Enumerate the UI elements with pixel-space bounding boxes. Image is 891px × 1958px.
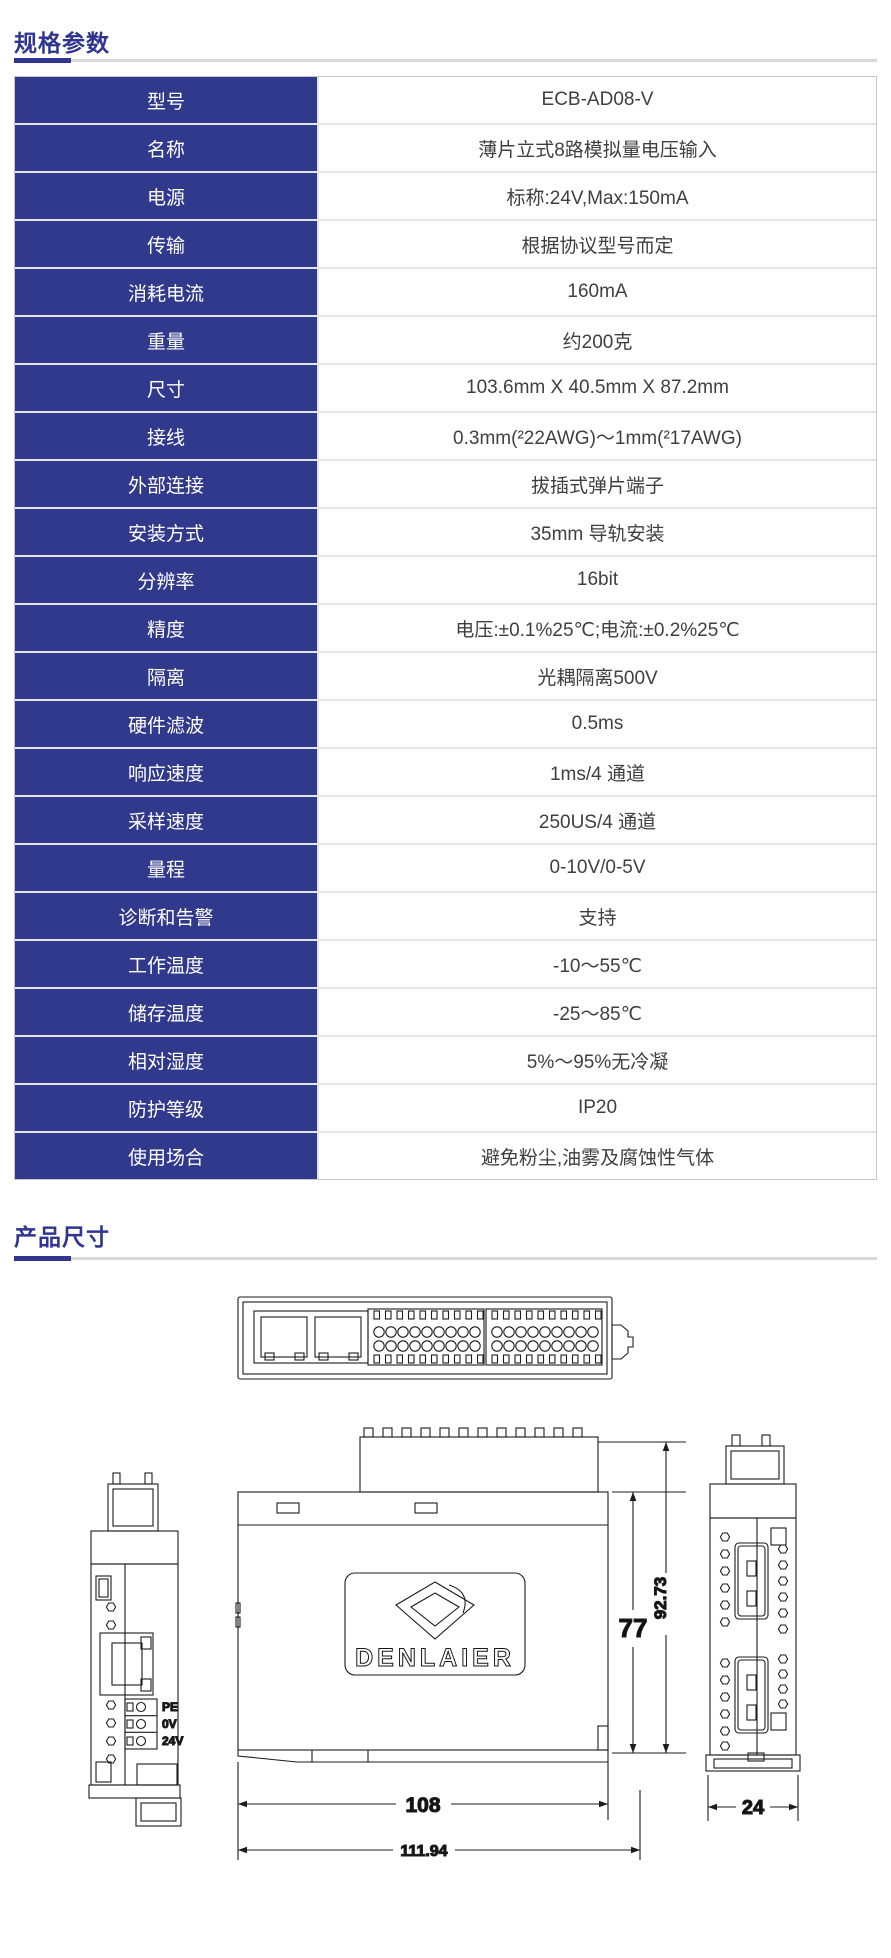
spec-row: 采样速度 250US/4 通道 (15, 797, 876, 845)
spec-row: 传输 根据协议型号而定 (15, 221, 876, 269)
brand-logo-text: DENLAIER (355, 1644, 515, 1672)
spec-value: 0.5ms (319, 701, 876, 749)
spec-label: 硬件滤波 (15, 701, 319, 749)
spec-row: 名称 薄片立式8路模拟量电压输入 (15, 125, 876, 173)
dimension-annotations: 77 92.73 108 111.94 (237, 1441, 686, 1861)
dim-width-total: 111.94 (400, 1843, 447, 1860)
spec-row: 量程 0-10V/0-5V (15, 845, 876, 893)
divider-line (71, 59, 877, 62)
power-terminal-block (124, 1698, 158, 1750)
spec-row: 储存温度 -25～85℃ (15, 989, 876, 1037)
spec-value: 薄片立式8路模拟量电压输入 (319, 125, 876, 173)
product-dimension-drawing: PE 0V 24V DENLAIER (88, 1296, 801, 1861)
spec-label: 安装方式 (15, 509, 319, 557)
front-view-drawing: DENLAIER (235, 1427, 609, 1763)
spec-row: 诊断和告警 支持 (15, 893, 876, 941)
left-view-drawing: PE 0V 24V (88, 1472, 184, 1827)
spec-value: 拔插式弹片端子 (319, 461, 876, 509)
spec-table: 型号 ECB-AD08-V 名称 薄片立式8路模拟量电压输入 电源 标称:24V… (14, 76, 877, 1180)
section-title-dimensions: 产品尺寸 (14, 1224, 110, 1250)
spec-row: 隔离 光耦隔离500V (15, 653, 876, 701)
spec-value: 1ms/4 通道 (319, 749, 876, 797)
spec-row: 尺寸 103.6mm X 40.5mm X 87.2mm (15, 365, 876, 413)
spec-row: 接线 0.3mm(²22AWG)～1mm(²17AWG) (15, 413, 876, 461)
spec-value: 根据协议型号而定 (319, 221, 876, 269)
spec-row: 电源 标称:24V,Max:150mA (15, 173, 876, 221)
spec-label: 量程 (15, 845, 319, 893)
spec-value: 103.6mm X 40.5mm X 87.2mm (319, 365, 876, 413)
dim-height-body: 77 (619, 1613, 648, 1643)
spec-label: 响应速度 (15, 749, 319, 797)
spec-row: 精度 电压:±0.1%25℃;电流:±0.2%25℃ (15, 605, 876, 653)
spec-value: 0.3mm(²22AWG)～1mm(²17AWG) (319, 413, 876, 461)
spec-value: 35mm 导轨安装 (319, 509, 876, 557)
spec-row: 相对湿度 5%～95%无冷凝 (15, 1037, 876, 1085)
spec-row: 外部连接 拔插式弹片端子 (15, 461, 876, 509)
spec-row: 分辨率 16bit (15, 557, 876, 605)
spec-value: IP20 (319, 1085, 876, 1133)
divider-line (71, 1257, 877, 1260)
dim-height-total: 92.73 (651, 1577, 670, 1620)
divider-accent (14, 58, 71, 63)
spec-label: 相对湿度 (15, 1037, 319, 1085)
spec-label: 分辨率 (15, 557, 319, 605)
spec-label: 工作温度 (15, 941, 319, 989)
dim-width-body: 108 (405, 1794, 440, 1817)
divider-accent (14, 1256, 71, 1261)
section-title-specs: 规格参数 (14, 30, 110, 56)
spec-row: 硬件滤波 0.5ms (15, 701, 876, 749)
spec-label: 名称 (15, 125, 319, 173)
spec-label: 储存温度 (15, 989, 319, 1037)
spec-row: 工作温度 -10～55℃ (15, 941, 876, 989)
spec-row: 防护等级 IP20 (15, 1085, 876, 1133)
spec-row: 型号 ECB-AD08-V (15, 77, 876, 125)
spec-value: 250US/4 通道 (319, 797, 876, 845)
dim-depth: 24 (742, 1797, 765, 1819)
spec-row: 重量 约200克 (15, 317, 876, 365)
spec-value: 电压:±0.1%25℃;电流:±0.2%25℃ (319, 605, 876, 653)
spec-label: 接线 (15, 413, 319, 461)
spec-label: 消耗电流 (15, 269, 319, 317)
right-view-drawing: 24 (705, 1434, 801, 1821)
spec-label: 电源 (15, 173, 319, 221)
spec-label: 型号 (15, 77, 319, 125)
spec-row: 安装方式 35mm 导轨安装 (15, 509, 876, 557)
power-label-24v: 24V (162, 1734, 183, 1748)
spec-label: 使用场合 (15, 1133, 319, 1179)
spec-label: 重量 (15, 317, 319, 365)
top-view-drawing (237, 1296, 634, 1380)
spec-value: 0-10V/0-5V (319, 845, 876, 893)
spec-value: ECB-AD08-V (319, 77, 876, 125)
spec-value: -25～85℃ (319, 989, 876, 1037)
spec-value: 避免粉尘,油雾及腐蚀性气体 (480, 1147, 715, 1169)
spec-label: 尺寸 (15, 365, 319, 413)
spec-value: 支持 (319, 893, 876, 941)
spec-row: 响应速度 1ms/4 通道 (15, 749, 876, 797)
power-label-pe: PE (162, 1700, 178, 1714)
spec-label: 采样速度 (15, 797, 319, 845)
spec-label: 隔离 (15, 653, 319, 701)
power-label-0v: 0V (162, 1717, 177, 1731)
spec-value: 16bit (319, 557, 876, 605)
logo-panel (344, 1572, 526, 1676)
spec-value: 160mA (319, 269, 876, 317)
spec-label: 诊断和告警 (15, 893, 319, 941)
din-clip-outline (611, 1324, 634, 1360)
spec-label: 传输 (15, 221, 319, 269)
spec-label: 精度 (15, 605, 319, 653)
spec-label: 防护等级 (15, 1085, 319, 1133)
spec-label: 外部连接 (15, 461, 319, 509)
spec-value: 光耦隔离500V (319, 653, 876, 701)
spec-table-body: 型号 ECB-AD08-V 名称 薄片立式8路模拟量电压输入 电源 标称:24V… (15, 77, 876, 1179)
spec-value: -10～55℃ (319, 941, 876, 989)
spec-value: 约200克 (319, 317, 876, 365)
brand-logo-glyph (395, 1581, 475, 1640)
spec-row: 使用场合 避免粉尘,油雾及腐蚀性气体 (15, 1133, 876, 1179)
spec-value: 5%～95%无冷凝 (319, 1037, 876, 1085)
spec-value: 标称:24V,Max:150mA (319, 173, 876, 221)
spec-row: 消耗电流 160mA (15, 269, 876, 317)
